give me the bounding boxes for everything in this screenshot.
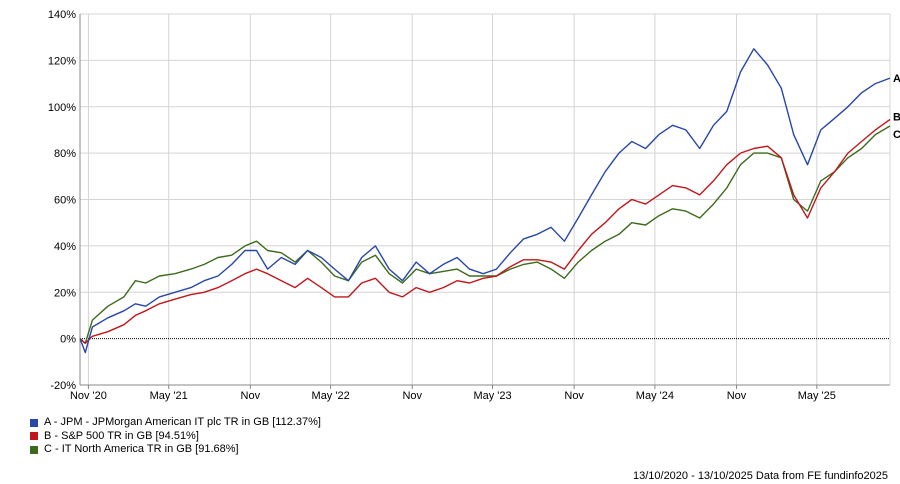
legend-item: B - S&P 500 TR in GB [94.51%] [30,430,321,444]
x-tick-label: May '22 [312,390,350,402]
chart-end-labels: A BC [893,73,900,141]
chart-grid [80,13,890,386]
legend-label: A - JPM - JPMorgan American IT plc TR in… [44,416,321,428]
y-tick-label: 100% [48,102,76,114]
x-tick-label: Nov [564,390,584,402]
y-tick-label: 20% [54,287,76,299]
legend-item: C - IT North America TR in GB [91.68%] [30,443,321,457]
chart-series [79,48,891,354]
y-tick-label: 40% [54,241,76,253]
series-line [79,48,891,354]
x-tick-label: Nov '20 [70,390,107,402]
x-tick-label: May '25 [798,390,836,402]
legend-swatch [30,418,38,427]
series-line [79,125,891,344]
y-tick-label: 140% [48,9,76,21]
x-tick-label: Nov [241,390,261,402]
x-tick-label: May '23 [473,390,511,402]
legend-label: C - IT North America TR in GB [91.68%] [44,443,239,455]
series-end-label: C [893,129,900,141]
y-tick-label: 0% [60,334,76,346]
legend-swatch [30,445,38,454]
y-tick-label: 60% [54,195,76,207]
chart-legend: A - JPM - JPMorgan American IT plc TR in… [30,416,321,457]
x-tick-label: May '21 [150,390,188,402]
y-tick-label: 120% [48,55,76,67]
x-tick-label: May '24 [636,390,674,402]
y-tick-label: 80% [54,148,76,160]
chart-axes: -20% 0% 20% 40% 60% 80% 100% 120% 140% Nov '20 May… [48,9,891,402]
legend-swatch [30,432,38,441]
series-line [79,118,891,344]
x-tick-label: Nov [727,390,747,402]
footer-source: 13/10/2020 - 13/10/2025 Data from FE fun… [632,470,888,482]
chart: -20% 0% 20% 40% 60% 80% 100% 120% 140% Nov '20 May… [48,9,900,402]
y-tick-label: -20% [50,380,76,392]
series-end-label: B [893,111,900,123]
legend-item: A - JPM - JPMorgan American IT plc TR in… [30,416,321,430]
series-end-label: A [893,73,900,85]
x-tick-label: Nov [402,390,422,402]
legend-label: B - S&P 500 TR in GB [94.51%] [44,429,199,442]
